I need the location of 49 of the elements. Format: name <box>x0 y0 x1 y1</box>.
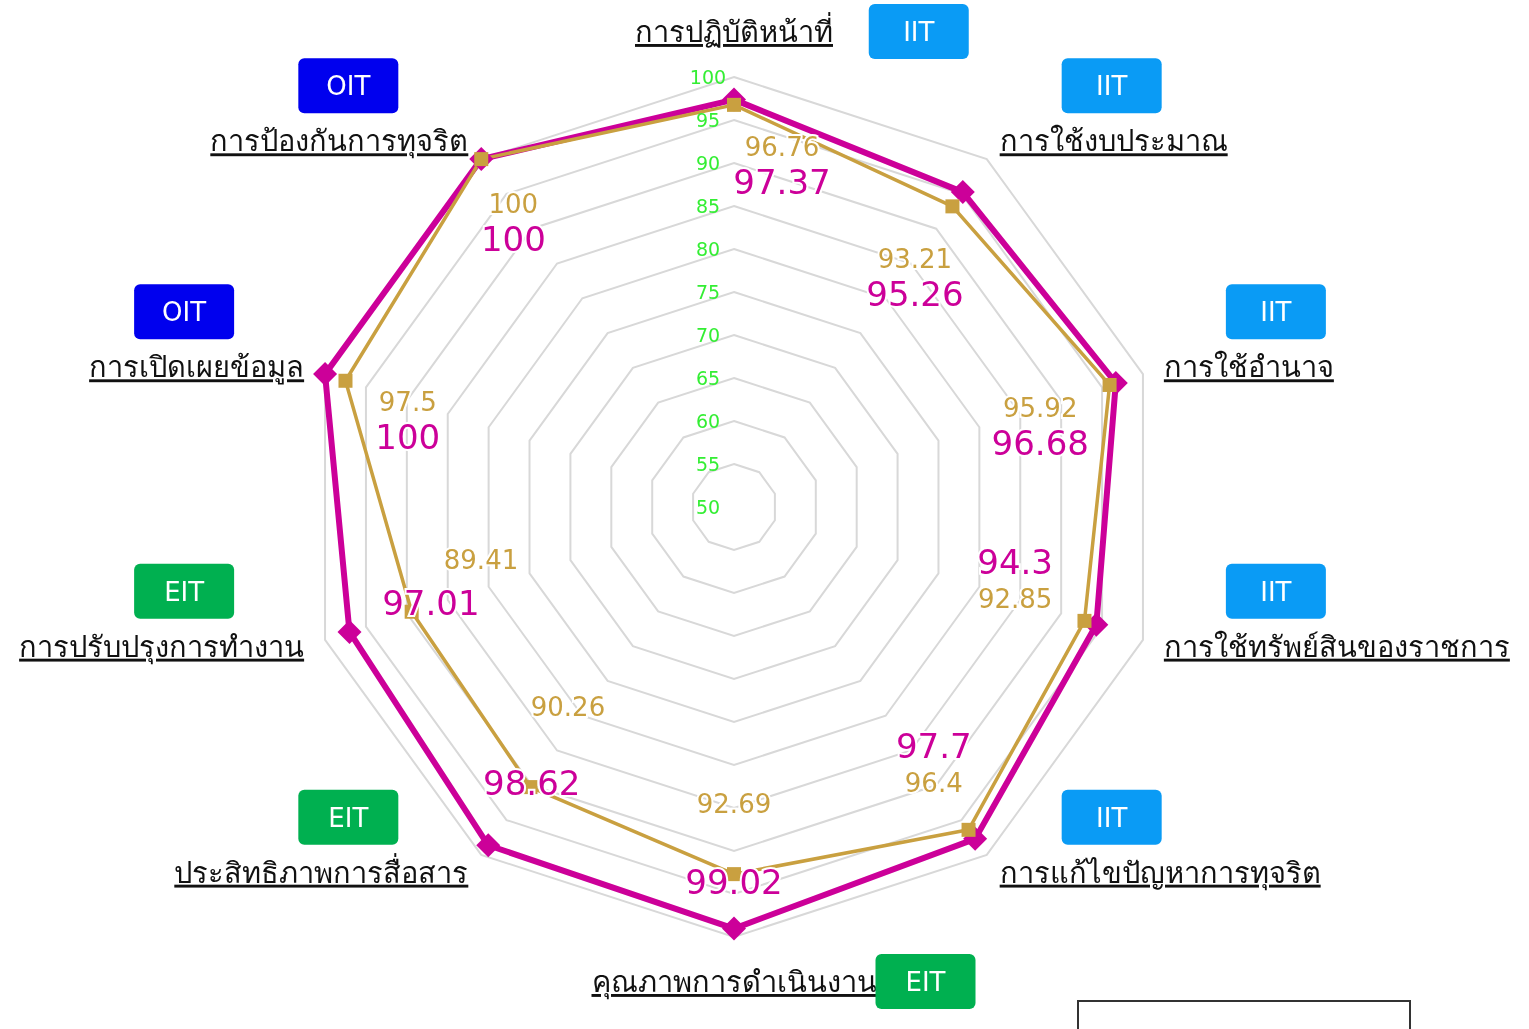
data-label: 90.26 <box>530 691 606 722</box>
text: IIT <box>1096 71 1128 102</box>
text: IIT <box>903 17 935 47</box>
y-tick-label: 60 <box>695 410 721 432</box>
text: IIT <box>1260 576 1292 607</box>
spoke-label: การเปิดเผยข้อมูล <box>89 350 305 386</box>
spoke-label: การปรับปรุงการทำงาน <box>19 629 305 665</box>
spoke-label: การแก้ไขปัญหาการทุจริต <box>999 855 1321 891</box>
data-label: 94.3 <box>977 542 1053 583</box>
y-tick-label: 95 <box>695 109 721 131</box>
spoke-label: การใช้ทรัพย์สินของราชการ <box>1163 629 1510 664</box>
text: OIT <box>162 297 207 328</box>
spoke-label: การใช้งบประมาณ <box>999 124 1228 159</box>
y-tick-label: 100 <box>689 66 727 88</box>
y-tick-label: 55 <box>695 453 721 475</box>
data-label: 95.26 <box>866 273 964 314</box>
spoke-label: การปฏิบัติหน้าที่ <box>635 12 833 49</box>
data-label: 89.41 <box>443 545 519 576</box>
spoke-label: การใช้อำนาจ <box>1163 350 1334 385</box>
data-label: 97.5 <box>378 387 437 418</box>
y-tick-label: 80 <box>695 238 721 260</box>
data-label: 92.85 <box>977 584 1053 615</box>
y-tick-label: 85 <box>695 195 721 217</box>
spoke-label: คุณภาพการดำเนินงาน <box>591 965 877 1000</box>
data-label: 95.92 <box>1003 393 1078 424</box>
data-label: 96.4 <box>904 767 963 798</box>
y-tick-label: 70 <box>695 324 721 346</box>
spoke-label: การป้องกันการทุจริต <box>210 124 469 160</box>
data-label: 96.76 <box>744 131 820 162</box>
spoke-label: ประสิทธิภาพการสื่อสาร <box>174 852 469 890</box>
text: EIT <box>905 967 946 997</box>
text: EIT <box>164 576 205 607</box>
data-label: 100 <box>488 189 539 220</box>
text: OIT <box>326 71 371 102</box>
data-label: 97.37 <box>733 161 831 202</box>
data-label: 100 <box>375 417 441 458</box>
data-label: 96.68 <box>991 423 1089 464</box>
data-label: 93.21 <box>877 243 953 274</box>
data-label: 92.69 <box>696 789 772 820</box>
text: EIT <box>328 802 369 833</box>
y-tick-label: 50 <box>695 496 721 518</box>
data-label: 100 <box>480 219 546 260</box>
data-label: 99.02 <box>685 861 783 902</box>
y-tick-label: 65 <box>695 367 721 389</box>
y-tick-label: 90 <box>695 152 721 174</box>
y-tick-label: 75 <box>695 281 721 303</box>
data-label: 97.7 <box>895 725 972 766</box>
text: IIT <box>1260 297 1292 328</box>
text: IIT <box>1096 802 1128 833</box>
